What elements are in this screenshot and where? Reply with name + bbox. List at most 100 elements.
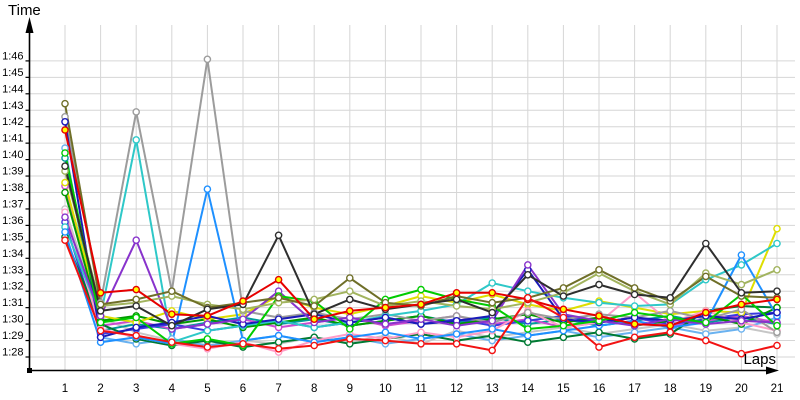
data-point-khaki	[452, 302, 461, 310]
data-point-olive	[702, 272, 710, 281]
data-point-red-yellow-marker	[381, 303, 390, 312]
y-tick-label: 1:45	[2, 67, 23, 79]
data-point-olive	[345, 274, 354, 282]
data-point-purple	[452, 321, 461, 330]
data-point-green-bright	[203, 335, 212, 343]
data-point-red	[452, 339, 461, 348]
x-tick-label: 13	[486, 383, 499, 395]
y-tick-label: 1:43	[2, 100, 23, 112]
data-point-purple	[132, 236, 140, 244]
data-point-black	[702, 239, 710, 248]
data-point-pink	[417, 328, 425, 337]
data-point-red-yellow-marker	[595, 312, 603, 320]
data-point-olive	[96, 300, 105, 309]
data-point-green-bright	[345, 325, 354, 333]
x-axis-arrow-icon	[766, 366, 779, 375]
y-tick-label: 1:41	[2, 133, 23, 145]
data-point-yellow	[773, 224, 781, 233]
data-point-black	[345, 295, 354, 304]
data-point-black	[559, 292, 568, 300]
data-point-red-yellow-marker	[773, 295, 781, 304]
x-tick-label: 19	[699, 383, 712, 395]
data-point-black	[773, 287, 781, 296]
data-point-black	[61, 162, 69, 170]
data-point-dodger-blue	[488, 325, 497, 333]
data-point-purple	[524, 261, 532, 269]
data-point-red-yellow-marker	[630, 320, 639, 328]
x-tick-label: 14	[521, 383, 534, 395]
y-tick-label: 1:33	[2, 264, 23, 276]
data-point-red	[310, 341, 319, 350]
data-point-green-bright	[666, 313, 675, 322]
data-point-red-yellow-marker	[274, 275, 283, 284]
data-point-olive	[274, 293, 283, 302]
data-point-yellow	[61, 178, 69, 187]
data-point-dark-green	[595, 328, 603, 337]
axis-origin-marker	[27, 368, 32, 373]
x-tick-label: 5	[204, 383, 210, 395]
data-point-turquoise	[737, 261, 746, 269]
data-point-dodger-blue	[203, 185, 212, 193]
data-point-black	[595, 280, 603, 289]
data-point-purple	[345, 313, 354, 322]
data-point-black	[132, 302, 140, 310]
data-point-red-yellow-marker	[61, 126, 69, 134]
data-point-turquoise	[595, 298, 603, 307]
data-point-turquoise	[203, 326, 212, 335]
data-point-sky-blue	[702, 330, 710, 338]
data-point-red-yellow-marker	[737, 300, 746, 309]
x-tick-label: 17	[628, 383, 641, 395]
x-tick-label: 7	[275, 383, 281, 395]
data-point-purple	[239, 315, 247, 324]
data-point-red	[381, 336, 390, 345]
data-point-black	[274, 231, 283, 240]
data-point-red-yellow-marker	[488, 288, 497, 297]
data-point-dark-green	[559, 333, 568, 342]
data-point-purple	[488, 316, 497, 325]
data-point-green-bright	[96, 318, 105, 327]
data-point-black	[452, 295, 461, 304]
data-point-dodger-blue	[524, 331, 532, 340]
data-point-red	[595, 343, 603, 351]
data-point-red	[239, 339, 247, 348]
data-point-green-mid	[61, 188, 69, 197]
y-tick-label: 1:34	[2, 248, 23, 260]
data-point-red	[203, 343, 212, 351]
data-point-red	[559, 313, 568, 322]
x-tick-label: 8	[311, 383, 317, 395]
data-point-olive	[559, 284, 568, 292]
data-point-turquoise	[524, 287, 532, 296]
y-tick-label: 1:39	[2, 166, 23, 178]
data-point-olive	[488, 298, 497, 307]
data-point-red-yellow-marker	[239, 297, 247, 305]
data-point-red-yellow-marker	[203, 312, 212, 320]
data-point-black	[96, 307, 105, 315]
data-point-olive	[167, 287, 176, 296]
x-tick-label: 6	[240, 383, 246, 395]
data-point-red-yellow-marker	[559, 305, 568, 314]
data-point-red	[524, 293, 532, 302]
data-point-purple	[381, 320, 390, 328]
x-tick-label: 3	[133, 383, 139, 395]
data-point-green-bright	[630, 308, 639, 317]
data-point-red	[167, 338, 176, 347]
data-point-red-yellow-marker	[702, 308, 710, 317]
y-tick-label: 1:35	[2, 231, 23, 243]
x-tick-label: 16	[593, 383, 606, 395]
data-point-olive	[132, 295, 140, 304]
data-point-red-yellow-marker	[345, 307, 354, 315]
data-point-red-yellow-marker	[132, 285, 140, 294]
y-tick-label: 1:42	[2, 116, 23, 128]
data-point-navy	[132, 323, 140, 332]
x-tick-label: 11	[415, 383, 427, 395]
data-point-green-bright	[524, 325, 532, 333]
data-point-olive	[630, 284, 639, 292]
x-tick-label: 1	[62, 383, 68, 395]
data-point-black	[666, 293, 675, 302]
x-tick-label: 9	[347, 383, 353, 395]
data-point-gray	[666, 307, 675, 315]
data-point-khaki	[737, 280, 746, 289]
data-point-red	[773, 341, 781, 350]
x-tick-label: 15	[557, 383, 570, 395]
